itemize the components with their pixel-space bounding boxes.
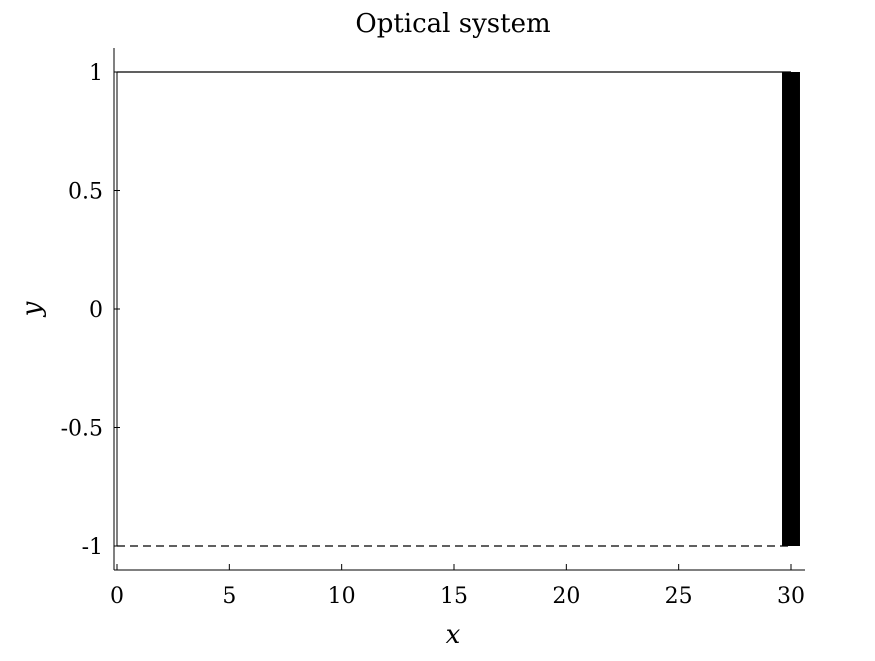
x-axis-ticks: 0 5 10 15 20 25 30 <box>110 564 805 609</box>
y-tick-label: 0 <box>89 298 103 323</box>
y-tick-label: 1 <box>89 61 103 86</box>
plot-area <box>116 71 800 547</box>
x-tick-label: 5 <box>222 584 236 609</box>
x-axis-label: x <box>446 620 461 650</box>
x-tick-label: 15 <box>440 584 468 609</box>
y-tick-label: -0.5 <box>61 417 103 442</box>
y-tick-label: 0.5 <box>68 180 103 205</box>
y-axis-ticks: 1 0.5 0 -0.5 -1 <box>61 61 120 560</box>
detector-block <box>782 72 800 546</box>
x-tick-label: 0 <box>110 584 124 609</box>
x-tick-label: 25 <box>665 584 693 609</box>
y-axis-label: y <box>17 301 47 317</box>
x-tick-label: 30 <box>777 584 805 609</box>
y-tick-label: -1 <box>82 535 103 560</box>
chart-title: Optical system <box>355 9 550 39</box>
x-tick-label: 20 <box>552 584 580 609</box>
axes <box>113 48 805 571</box>
x-tick-label: 10 <box>328 584 356 609</box>
